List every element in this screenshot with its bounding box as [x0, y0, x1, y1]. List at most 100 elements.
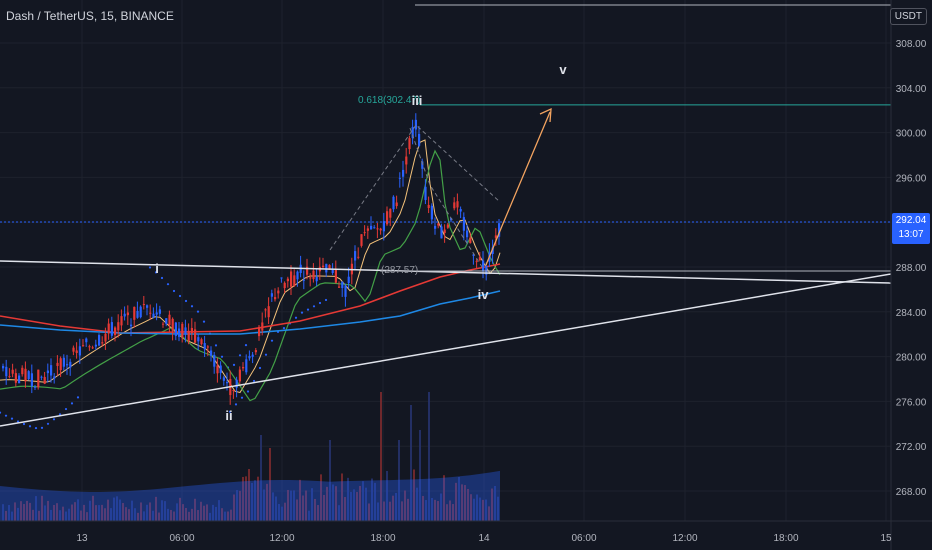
candle-body — [494, 235, 497, 238]
wave-label-v: v — [559, 62, 567, 77]
volume-bar — [416, 487, 418, 521]
currency-label[interactable]: USDT — [889, 8, 927, 25]
volume-bar — [485, 499, 487, 521]
time-axis[interactable]: 13 06:00 12:00 18:00 14 06:00 12:00 18:00 15 — [0, 520, 932, 544]
candle-body — [136, 310, 139, 318]
candle-body — [181, 323, 184, 338]
candle-body — [469, 237, 472, 243]
candle-body — [174, 322, 177, 336]
candle-body — [37, 369, 40, 388]
band-dot — [240, 396, 244, 399]
candle-body — [98, 335, 101, 346]
volume-bar — [200, 501, 202, 521]
candle-body — [402, 169, 405, 177]
volume-bar — [53, 504, 55, 521]
price-tick-label: 268.00 — [896, 487, 927, 498]
volume-bar — [161, 500, 163, 521]
price-tick-label: 304.00 — [896, 84, 927, 95]
volume-bar — [245, 476, 247, 521]
volume-bar — [329, 440, 331, 521]
candle-body — [421, 161, 424, 169]
candle-body — [146, 305, 149, 308]
band-dot — [306, 308, 310, 311]
volume-bar — [173, 511, 175, 521]
volume-bar — [269, 448, 271, 521]
volume-bar — [209, 512, 211, 521]
volume-bar — [338, 505, 340, 521]
volume-bar — [152, 510, 154, 521]
volume-bar — [431, 497, 433, 521]
candle-body — [446, 224, 449, 228]
band-dot — [234, 403, 238, 406]
candle-body — [59, 358, 62, 371]
band-dot — [258, 366, 262, 370]
candle-body — [485, 266, 488, 275]
volume-bar — [410, 405, 412, 521]
candle-body — [325, 263, 328, 273]
candle-body — [312, 270, 315, 280]
volume-bar — [32, 509, 34, 521]
volume-bar — [332, 484, 334, 521]
candle-body — [8, 376, 11, 378]
candle-body — [94, 344, 97, 347]
candle-body — [30, 373, 33, 387]
candle-body — [478, 257, 481, 261]
volume-bar — [101, 504, 103, 521]
volume-bar — [212, 504, 214, 521]
candle-body — [357, 256, 360, 258]
candle-body — [430, 205, 433, 220]
candle-body — [498, 223, 501, 237]
candle-body — [72, 347, 75, 352]
candle-body — [24, 368, 27, 382]
volume-bar — [341, 473, 343, 521]
volume-ma-area — [0, 470, 500, 521]
candle-body — [370, 225, 373, 230]
volume-bar — [56, 503, 58, 521]
candle-body — [66, 364, 69, 366]
bar-countdown: 13:07 — [898, 229, 924, 240]
volume-bar — [398, 440, 400, 521]
band-dot — [244, 344, 248, 347]
volume-bar — [365, 487, 367, 521]
volume-bar — [134, 508, 136, 521]
channel-dashed — [329, 124, 501, 251]
price-tick-label: 300.00 — [896, 129, 927, 140]
volume-bar — [11, 511, 13, 521]
candle-body — [261, 322, 264, 331]
candle-body — [270, 293, 273, 297]
volume-bar — [116, 496, 118, 521]
candle-body — [328, 264, 331, 270]
candle-body — [254, 350, 257, 353]
candle-body — [453, 202, 456, 209]
volume-bar — [446, 504, 448, 521]
candle-body — [152, 313, 155, 318]
volume-bar — [461, 484, 463, 521]
candle-body — [104, 333, 107, 342]
candle-body — [462, 217, 465, 231]
volume-bar — [239, 490, 241, 521]
candle-body — [216, 365, 219, 374]
candle-body — [226, 382, 229, 384]
volume-bar — [74, 502, 76, 521]
candle-body — [149, 312, 152, 314]
candle-body — [5, 366, 8, 377]
volume-bar — [266, 483, 268, 521]
symbol-title[interactable]: Dash / TetherUS, 15, BINANCE — [6, 9, 174, 23]
candle-body — [366, 228, 369, 231]
band-dot — [22, 422, 26, 426]
last-price-tag: 292.04 13:07 — [892, 213, 930, 244]
volume-bar — [236, 490, 238, 521]
volume-bar — [251, 482, 253, 521]
volume-bar — [20, 501, 22, 521]
volume-bar — [80, 510, 82, 521]
volume-bar — [293, 490, 295, 521]
band-dot — [40, 426, 44, 429]
candle-body — [130, 324, 133, 327]
candle-body — [184, 327, 187, 335]
volume-bar — [155, 496, 157, 521]
candle-body — [85, 338, 88, 343]
price-axis[interactable]: 308.00304.00300.00296.00292.00288.00284.… — [890, 0, 932, 550]
candle-body — [354, 251, 357, 261]
